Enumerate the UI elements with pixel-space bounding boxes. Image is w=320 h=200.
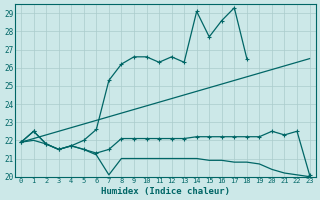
X-axis label: Humidex (Indice chaleur): Humidex (Indice chaleur) [101,187,230,196]
